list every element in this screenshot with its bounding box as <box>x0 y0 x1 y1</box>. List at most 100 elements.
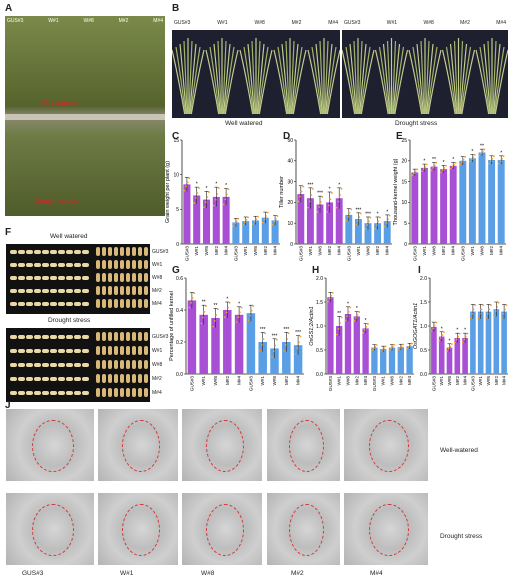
micrograph <box>267 409 340 481</box>
bar <box>353 316 360 374</box>
kernel <box>18 302 25 306</box>
plant-stem <box>392 43 401 115</box>
data-point <box>347 310 350 313</box>
data-point <box>473 154 476 156</box>
y-tick-label: 0.5 <box>420 348 427 354</box>
x-tick-label: M#4 <box>237 376 242 385</box>
significance-label: * <box>471 149 473 155</box>
significance-label: * <box>443 160 445 166</box>
data-point <box>340 187 343 190</box>
panel-letter-e: E <box>396 131 403 142</box>
significance-label: * <box>215 182 217 188</box>
data-point <box>459 163 462 166</box>
panel-letter-d: D <box>283 131 291 142</box>
kernel-brown <box>108 346 112 355</box>
plant-stem <box>345 46 357 115</box>
plant-stem <box>175 46 187 115</box>
data-point <box>185 185 187 188</box>
data-point <box>388 214 391 217</box>
x-tick-label: W#1 <box>470 246 475 256</box>
kernel <box>66 377 73 381</box>
kernel <box>34 349 41 353</box>
plant-stem <box>319 40 324 115</box>
kernel-brown <box>102 273 106 282</box>
kernel-brown <box>144 360 148 369</box>
data-point <box>216 193 218 195</box>
y-tick-label: 20 <box>401 159 407 165</box>
kernel <box>42 391 49 395</box>
bar <box>335 198 343 244</box>
kernel <box>26 391 33 395</box>
plant-line-label: M#4 <box>496 20 506 26</box>
y-axis-label: Percentage of unfilled kernel <box>169 291 175 361</box>
data-point <box>359 212 362 215</box>
kernel <box>34 391 41 395</box>
x-tick-label: GUS#3 <box>189 376 194 392</box>
kernel <box>18 335 25 339</box>
kernel <box>58 377 65 381</box>
data-point <box>331 192 333 194</box>
kernel-brown <box>96 346 100 355</box>
data-point <box>379 216 381 219</box>
plant-stem <box>394 49 409 115</box>
micrograph <box>182 409 262 481</box>
significance-label: * <box>206 186 208 192</box>
data-point <box>213 319 216 322</box>
data-point <box>502 155 505 158</box>
x-tick-label: W#8 <box>253 246 258 256</box>
micrograph <box>182 493 262 565</box>
data-point <box>349 306 352 309</box>
data-point <box>485 317 487 319</box>
data-point <box>393 344 396 346</box>
bar <box>388 347 396 374</box>
plant-stem <box>358 40 363 115</box>
data-point <box>311 187 314 190</box>
kernel-brown <box>126 360 130 369</box>
plant-stem <box>441 49 456 115</box>
kernel-brown <box>96 247 100 256</box>
data-point <box>247 216 249 219</box>
significance-label: ** <box>214 303 218 309</box>
kernel-brown <box>132 273 136 282</box>
plant-stem <box>479 46 491 115</box>
kernel <box>26 349 33 353</box>
data-point <box>447 347 450 350</box>
tissue-ring <box>369 419 409 473</box>
bar <box>282 342 291 374</box>
data-point <box>435 321 438 324</box>
kernel-brown <box>102 388 106 397</box>
kernel <box>74 263 81 267</box>
data-point <box>298 341 300 344</box>
tissue-ring <box>288 503 324 557</box>
tissue-ring <box>206 419 244 473</box>
data-point <box>364 227 367 230</box>
kernel <box>58 335 65 339</box>
kernel-brown <box>96 332 100 341</box>
data-point <box>472 308 475 311</box>
kernel <box>50 391 57 395</box>
data-point <box>205 305 207 308</box>
micro-row-label-drought: Drought stress <box>440 533 483 540</box>
data-point <box>208 191 210 194</box>
data-point <box>328 297 331 300</box>
kernel-brown <box>114 360 118 369</box>
kernel <box>66 335 73 339</box>
kernel-brown <box>102 346 106 355</box>
y-axis-label: OsGOGAT1/Actin1 <box>413 303 419 349</box>
data-point <box>345 219 348 222</box>
data-point <box>455 338 458 341</box>
bar <box>251 220 260 244</box>
x-tick-label: M#4 <box>502 376 507 385</box>
kernel-line-label: M#2 <box>152 376 162 382</box>
kernel <box>10 377 17 381</box>
plant-stem <box>292 49 307 115</box>
kernel-brown <box>126 388 130 397</box>
kernel <box>34 263 41 267</box>
bar <box>440 169 448 244</box>
y-axis-label: Grain weight per plant (g) <box>165 161 171 223</box>
x-tick-label: W#8 <box>447 376 452 386</box>
kernel-brown <box>126 286 130 295</box>
plant-stem <box>449 43 458 115</box>
kernel-line-label: GUS#3 <box>152 334 169 340</box>
kernel <box>82 349 89 353</box>
